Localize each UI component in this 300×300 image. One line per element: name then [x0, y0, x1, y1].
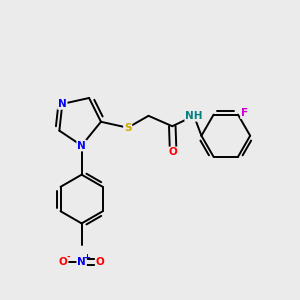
Text: O: O: [169, 147, 178, 158]
Text: N: N: [77, 257, 86, 267]
Text: S: S: [124, 123, 131, 133]
Text: NH: NH: [185, 111, 203, 121]
Text: +: +: [83, 253, 91, 262]
Text: F: F: [241, 108, 248, 118]
Text: N: N: [77, 140, 86, 151]
Text: N: N: [58, 99, 67, 109]
Text: O: O: [59, 257, 68, 267]
Text: -: -: [67, 253, 70, 262]
Text: O: O: [96, 257, 104, 267]
